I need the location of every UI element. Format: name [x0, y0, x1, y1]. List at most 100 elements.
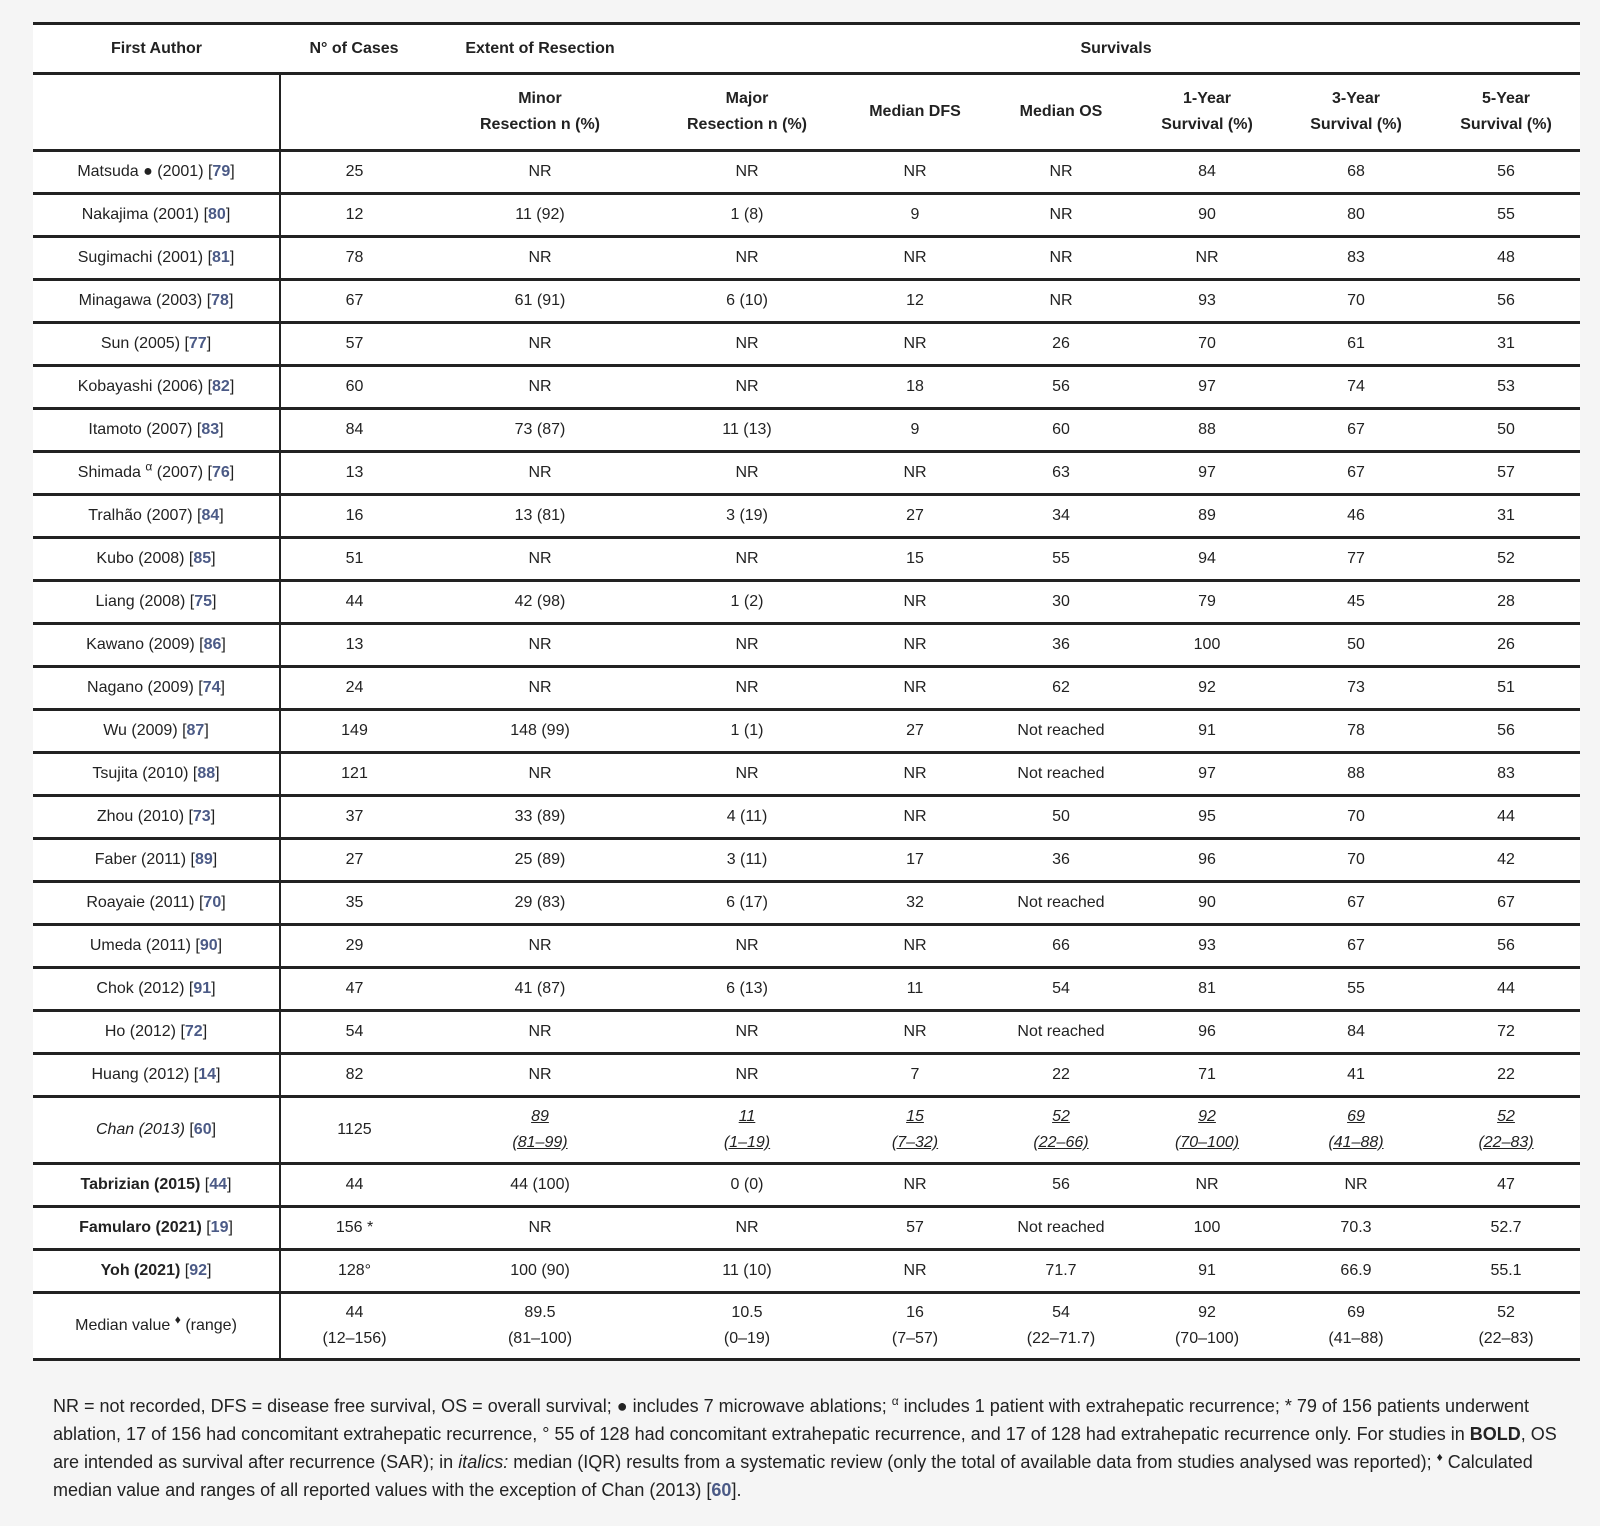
author-year: (2010): [137, 808, 185, 825]
cell-value: NR: [528, 679, 552, 696]
reference-link[interactable]: 81: [212, 249, 230, 266]
cell-value: NR: [735, 1066, 759, 1083]
cell-value: 31: [1497, 507, 1515, 524]
footnote-text: includes 1 patient with extrahepatic rec…: [53, 1396, 1530, 1444]
footnote-text: , OS are intended as survival after recu…: [53, 1424, 1557, 1472]
header-sub-4: 1-Year Survival (%): [1134, 73, 1280, 152]
table-row: Nakajima (2001) [80] 12 11 (92) 1 (8) 9 NR 90 8…: [33, 193, 1581, 238]
reference-link[interactable]: 14: [198, 1066, 217, 1083]
cell-value: NR: [903, 1176, 927, 1193]
cell-value: 56: [1052, 1176, 1070, 1193]
author-name: Kawano: [86, 636, 144, 653]
reference-link[interactable]: 86: [203, 636, 222, 653]
table-cell: Not reached: [988, 709, 1134, 754]
author-year: (2012): [129, 1023, 176, 1040]
author-year: (2006): [156, 378, 204, 395]
table-row: Sun (2005) [77] 57 NR NR NR 26 70 61 31: [33, 322, 1581, 367]
reference-link[interactable]: 60: [193, 1121, 212, 1138]
table-cell: 67: [280, 279, 428, 324]
cell-value: 55: [1052, 550, 1070, 567]
author-cell: Tralhão (2007) [84]: [33, 494, 281, 539]
cell-value: NR: [1049, 206, 1073, 223]
table-cell: 25 (89): [428, 838, 652, 883]
table-cell: 67: [1432, 881, 1581, 926]
cell-value: 94: [1198, 550, 1216, 567]
table-cell: 15: [842, 537, 988, 582]
reference-link[interactable]: 60: [711, 1480, 732, 1500]
cell-value: 57: [906, 1219, 924, 1236]
cell-value: 88: [1347, 765, 1365, 782]
table-cell: 45: [1280, 580, 1432, 625]
author-cell: Tabrizian (2015) [44]: [33, 1163, 281, 1208]
cell-value: NR: [1049, 163, 1073, 180]
table-cell: 67: [1280, 451, 1432, 496]
table-cell: 44: [280, 580, 428, 625]
table-cell: 9: [842, 193, 988, 238]
cell-value: 52 (22–83): [1478, 1108, 1534, 1151]
reference-link[interactable]: 77: [188, 335, 207, 352]
table-cell: 36: [988, 623, 1134, 668]
reference-link[interactable]: 83: [201, 421, 220, 438]
reference-link[interactable]: 91: [193, 980, 212, 997]
table-cell: 57: [842, 1206, 988, 1251]
reference-link[interactable]: 72: [184, 1023, 203, 1040]
author-year: (2015): [154, 1176, 201, 1193]
reference-link[interactable]: 76: [211, 464, 230, 481]
table-cell: 73: [1280, 666, 1432, 711]
cell-value: 33 (89): [514, 808, 566, 825]
cell-value: NR: [1195, 1176, 1219, 1193]
median-cell: 89.5 (81–100): [428, 1292, 652, 1361]
table-cell: NR: [428, 1053, 652, 1098]
reference-link[interactable]: 92: [189, 1262, 207, 1279]
table-cell: 67: [1280, 408, 1432, 453]
reference-link[interactable]: 19: [210, 1219, 229, 1236]
author-name: Tralhão: [88, 507, 142, 524]
reference-link[interactable]: 74: [202, 679, 221, 696]
reference-link[interactable]: 84: [201, 507, 220, 524]
reference-link[interactable]: 80: [208, 206, 226, 223]
author-year: (2011): [141, 851, 187, 868]
reference-link[interactable]: 75: [194, 593, 213, 610]
cell-value: Not reached: [1017, 894, 1105, 911]
table-cell: 70.3: [1280, 1206, 1432, 1251]
footnote-italics: italics:: [458, 1452, 509, 1472]
cell-value: 100: [1193, 636, 1221, 653]
table-cell: 57: [1432, 451, 1581, 496]
author-year: (2011): [149, 894, 195, 911]
author-name: Kobayashi: [77, 378, 153, 395]
table-cell: 62: [988, 666, 1134, 711]
table-row: Sugimachi (2001) [81] 78 NR NR NR NR NR 83 48: [33, 236, 1581, 281]
table-cell: 73 (87): [428, 408, 652, 453]
cell-value: 25 (89): [514, 851, 566, 868]
reference-link[interactable]: 90: [199, 937, 218, 954]
cell-value: 95: [1198, 808, 1216, 825]
reference-link[interactable]: 70: [203, 894, 222, 911]
cell-value: 56: [1052, 378, 1070, 395]
reference-link[interactable]: 44: [209, 1176, 227, 1193]
reference-link[interactable]: 79: [212, 163, 231, 180]
cell-value: NR: [528, 335, 552, 352]
cell-value: 11 (92): [515, 206, 565, 223]
table-cell: 128°: [280, 1249, 428, 1294]
table-cell: NR: [652, 537, 842, 582]
median-cell: 69 (41–88): [1280, 1292, 1432, 1361]
table-cell: 89: [1134, 494, 1280, 539]
reference-link[interactable]: 85: [193, 550, 212, 567]
reference-link[interactable]: 89: [194, 851, 213, 868]
reference-link[interactable]: 78: [211, 292, 229, 309]
table-cell: 11: [842, 967, 988, 1012]
reference-link[interactable]: 73: [192, 808, 211, 825]
table-cell: NR: [1280, 1163, 1432, 1208]
reference-link[interactable]: 82: [212, 378, 230, 395]
table-cell: Not reached: [988, 1206, 1134, 1251]
reference-link[interactable]: 88: [197, 765, 216, 782]
table-cell: NR: [652, 451, 842, 496]
table-cell: 92 (70–100): [1134, 1096, 1280, 1165]
cell-value: 6 (17): [726, 894, 768, 911]
cell-value: 0 (0): [730, 1176, 764, 1193]
cell-value: 77: [1347, 550, 1365, 567]
cell-value: 11 (1–19): [723, 1108, 771, 1151]
reference-link[interactable]: 87: [186, 722, 205, 739]
cell-value: 32: [906, 894, 924, 911]
cell-value: Not reached: [1017, 765, 1105, 782]
